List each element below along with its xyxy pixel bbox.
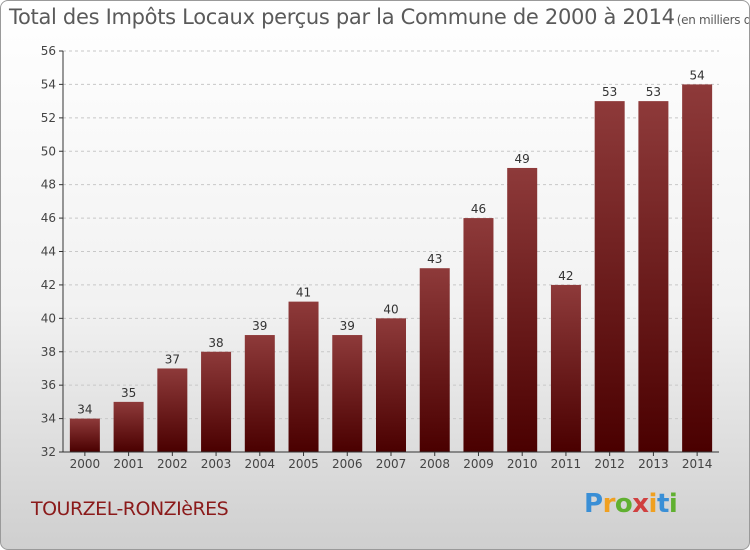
x-tick-label: 2005 [288,457,319,471]
y-tick-label: 44 [41,245,56,259]
chart-title-unit: (en milliers d'€) [676,13,749,27]
chart-title: Total des Impôts Locaux perçus par la Co… [9,5,749,29]
value-label: 37 [165,352,180,366]
value-label: 38 [208,336,223,350]
value-label: 46 [471,202,486,216]
y-tick-label: 34 [41,412,56,426]
y-tick-label: 52 [41,111,56,125]
value-label: 53 [602,85,617,99]
bar-2000 [69,418,100,452]
bar-2012 [594,101,625,452]
x-tick-label: 2002 [157,457,188,471]
value-label: 53 [646,85,661,99]
y-tick-label: 32 [41,445,56,459]
value-label: 39 [340,319,355,333]
proxiti-logo: Proxiti [584,489,678,519]
x-tick-label: 2000 [70,457,101,471]
x-tick-label: 2014 [682,457,713,471]
bar-2007 [376,318,406,452]
value-label: 43 [427,252,442,266]
logo-letter: i [648,489,658,519]
x-tick-label: 2012 [594,457,625,471]
x-tick-label: 2003 [201,457,232,471]
chart-title-text: Total des Impôts Locaux perçus par la Co… [9,5,675,29]
value-label: 39 [252,319,267,333]
value-label: 49 [515,152,530,166]
bar-2004 [244,335,275,452]
bar-2009 [463,218,494,452]
value-label: 35 [121,386,136,400]
bar-2013 [638,101,669,452]
x-tick-label: 2008 [419,457,450,471]
y-tick-label: 50 [41,144,56,158]
bar-2006 [332,335,363,452]
y-tick-label: 36 [41,378,56,392]
x-tick-label: 2004 [245,457,276,471]
y-tick-label: 38 [41,345,56,359]
x-tick-label: 2006 [332,457,363,471]
y-tick-label: 46 [41,211,56,225]
x-tick-label: 2001 [113,457,144,471]
value-label: 54 [689,68,704,82]
bar-2002 [157,368,188,452]
y-tick-label: 42 [41,278,56,292]
value-label: 40 [383,302,398,316]
x-tick-label: 2009 [463,457,494,471]
logo-letter: r [602,489,616,519]
bar-2001 [113,401,144,452]
x-tick-label: 2010 [507,457,538,471]
y-tick-label: 40 [41,311,56,325]
bar-2010 [507,167,538,453]
bar-2005 [288,301,319,452]
y-tick-label: 48 [41,178,56,192]
value-label: 34 [77,403,92,417]
value-label: 41 [296,286,311,300]
logo-letter: x [632,489,649,519]
value-label: 42 [558,269,573,283]
logo-letter: i [668,489,678,519]
logo-letter: P [584,489,603,519]
bar-2008 [419,268,450,452]
bar-2011 [550,284,581,452]
y-tick-label: 56 [41,44,56,58]
bar-2003 [201,351,232,452]
logo-letter: o [614,489,633,519]
x-tick-label: 2013 [638,457,669,471]
x-tick-label: 2011 [551,457,582,471]
x-tick-label: 2007 [376,457,407,471]
logo-letter: t [656,489,669,519]
y-tick-label: 54 [41,77,56,91]
commune-name: TOURZEL-RONZIèRES [31,498,229,520]
bar-2014 [682,84,713,453]
